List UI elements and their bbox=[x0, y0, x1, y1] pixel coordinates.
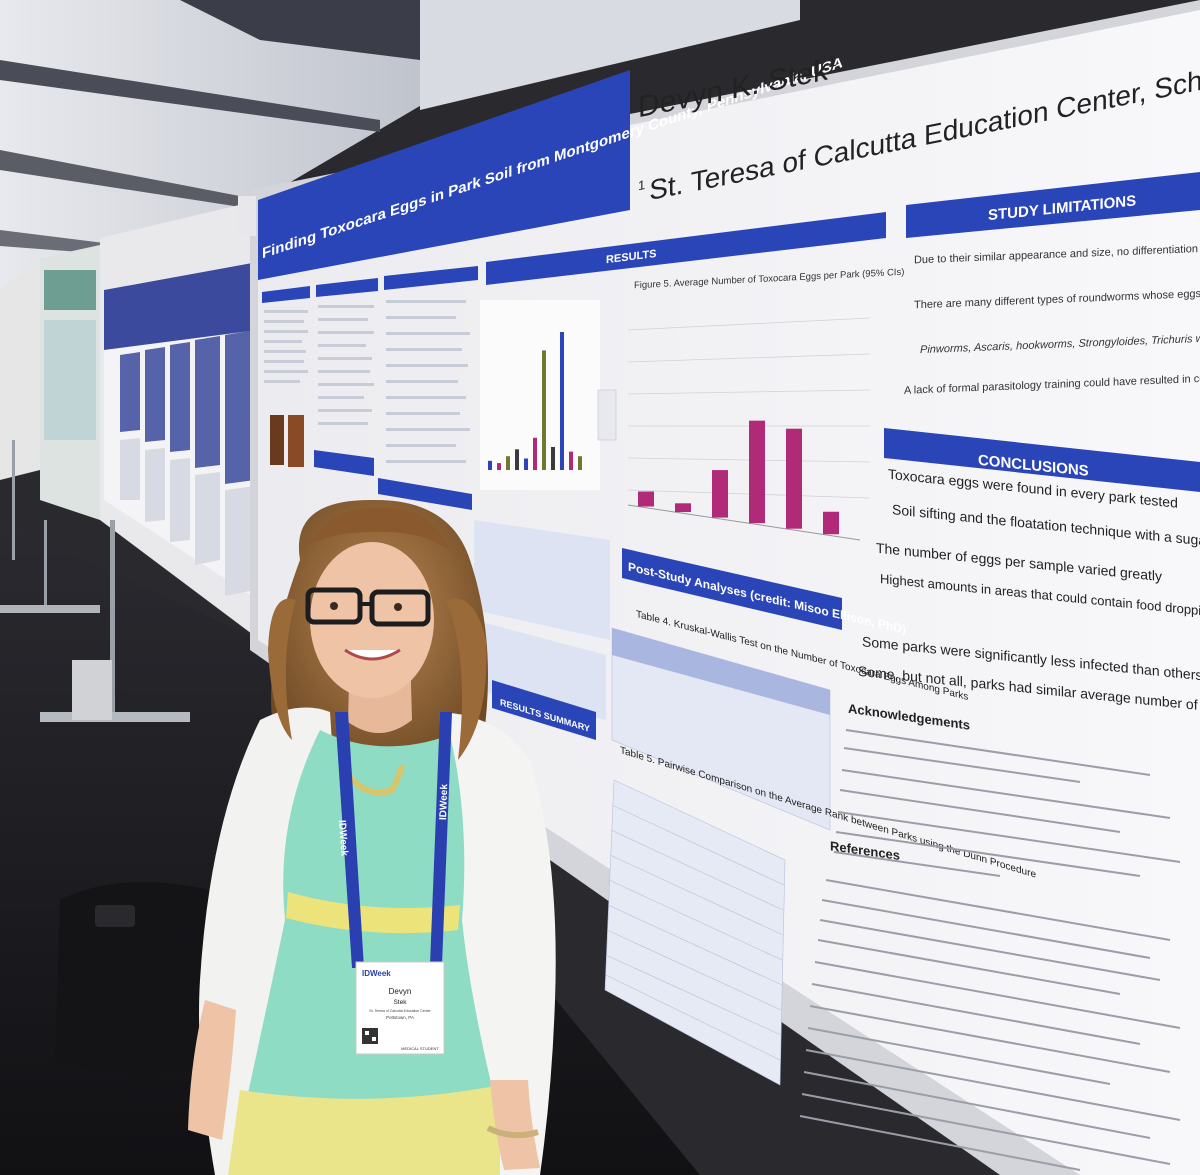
smile bbox=[344, 648, 401, 661]
figure5-bar bbox=[638, 491, 654, 507]
small-figure-bar bbox=[506, 456, 510, 470]
ceiling-panel bbox=[420, 0, 800, 110]
small-figure-bar bbox=[569, 451, 573, 470]
dunn-table-rows bbox=[605, 804, 785, 1061]
far-poster-board bbox=[0, 258, 40, 480]
board-leg bbox=[110, 520, 115, 720]
poster-title-banner bbox=[258, 70, 630, 280]
ceiling-dark-panel bbox=[180, 0, 420, 60]
hair-curls-left bbox=[268, 598, 296, 740]
bag-buckle bbox=[95, 905, 135, 927]
badge-category: MEDICAL STUDENT bbox=[401, 1046, 439, 1051]
small-figure-bar bbox=[533, 437, 537, 470]
hair-curls-right bbox=[446, 598, 487, 760]
necklace bbox=[342, 764, 405, 796]
poster-photo bbox=[270, 415, 284, 465]
post-study-header-bar bbox=[622, 548, 842, 630]
kruskal-wallis-table-header bbox=[612, 628, 830, 715]
neighbor-poster-text bbox=[120, 438, 255, 596]
board-foot bbox=[0, 605, 100, 613]
badge-qr-code bbox=[365, 1031, 369, 1035]
eye bbox=[330, 602, 338, 610]
results-summary-bar bbox=[492, 680, 596, 740]
small-figure-bar bbox=[551, 447, 555, 470]
far-poster-block bbox=[44, 320, 96, 440]
figure5-x-axis bbox=[627, 504, 861, 541]
figure5-bar bbox=[823, 511, 839, 535]
results-header-bar bbox=[486, 212, 886, 285]
badge-last-name: Stek bbox=[393, 999, 407, 1006]
small-figure-bar bbox=[524, 458, 528, 470]
board-number-tag bbox=[238, 196, 256, 236]
study-limitations-bar bbox=[906, 172, 1200, 238]
conclusions-bar bbox=[884, 428, 1200, 492]
references-text-lines bbox=[799, 879, 1181, 1171]
poster-photo bbox=[288, 415, 304, 467]
small-figure-legend bbox=[597, 389, 617, 441]
small-figure-bar bbox=[560, 332, 564, 470]
dress-hem bbox=[228, 1085, 500, 1175]
far-poster-block bbox=[44, 270, 96, 310]
right-hand bbox=[490, 1080, 540, 1170]
glasses-right-lens bbox=[369, 589, 431, 627]
badge-qr-code bbox=[362, 1028, 378, 1044]
figure5-bar bbox=[712, 470, 728, 518]
small-figure-bar bbox=[497, 463, 501, 470]
floor-sign bbox=[72, 660, 112, 720]
lanyard-right bbox=[430, 712, 452, 965]
eye bbox=[394, 603, 402, 611]
small-figure-bar bbox=[488, 460, 492, 470]
figure5-bars bbox=[638, 420, 839, 535]
ceiling-beam bbox=[0, 150, 260, 210]
badge-org: St. Teresa of Calcutta Education Center bbox=[369, 1009, 431, 1013]
poster-left-headers bbox=[262, 266, 478, 510]
left-hand bbox=[188, 1000, 236, 1140]
figure5-bar bbox=[675, 503, 691, 513]
small-figure-bar bbox=[542, 350, 546, 470]
badge-qr-code bbox=[372, 1037, 376, 1041]
ceiling-beam bbox=[0, 60, 380, 132]
neighbor-poster-header bbox=[104, 262, 258, 350]
black-bag bbox=[55, 882, 225, 1075]
dress bbox=[230, 730, 500, 1175]
small-figure-bars bbox=[488, 332, 582, 470]
board-leg bbox=[44, 520, 47, 610]
board-leg bbox=[12, 440, 15, 560]
small-figure-bar bbox=[515, 449, 519, 470]
acknowledgements-text-lines bbox=[833, 729, 1181, 877]
table3 bbox=[474, 520, 610, 640]
badge-first-name: Devyn bbox=[389, 987, 412, 996]
hair-fringe bbox=[310, 507, 450, 550]
lanyard-text: IDWeek bbox=[438, 784, 450, 821]
badge-city: Pottstown, PA bbox=[386, 1015, 414, 1020]
neighbor-poster-columns bbox=[120, 330, 255, 484]
figure5-bar bbox=[749, 420, 765, 524]
lanyard-left bbox=[335, 712, 364, 968]
bracelet bbox=[486, 1125, 539, 1139]
poster-left-text-lines bbox=[264, 300, 470, 463]
badge-event: IDWeek bbox=[362, 969, 391, 978]
small-figure-bar bbox=[578, 456, 582, 470]
belt bbox=[286, 892, 460, 934]
lanyard-text: IDWeek bbox=[336, 820, 350, 857]
ceiling bbox=[0, 0, 430, 290]
dunn-table bbox=[604, 779, 786, 1086]
board-foot bbox=[40, 712, 190, 722]
figure5-bar bbox=[786, 428, 802, 529]
